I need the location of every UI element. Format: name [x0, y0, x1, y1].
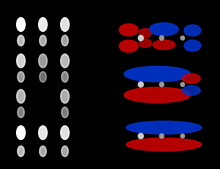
- Ellipse shape: [61, 90, 69, 103]
- Ellipse shape: [138, 134, 143, 139]
- Ellipse shape: [183, 86, 200, 95]
- Ellipse shape: [17, 90, 25, 103]
- Ellipse shape: [61, 54, 69, 68]
- Ellipse shape: [17, 54, 25, 68]
- Ellipse shape: [17, 18, 25, 31]
- Ellipse shape: [150, 23, 178, 36]
- Ellipse shape: [139, 29, 151, 37]
- Ellipse shape: [139, 39, 151, 47]
- Ellipse shape: [62, 35, 68, 46]
- Ellipse shape: [62, 146, 68, 156]
- Ellipse shape: [181, 36, 184, 40]
- Ellipse shape: [18, 72, 24, 82]
- Ellipse shape: [153, 40, 175, 50]
- Ellipse shape: [160, 82, 164, 87]
- Ellipse shape: [138, 82, 143, 87]
- Ellipse shape: [119, 24, 138, 36]
- Ellipse shape: [124, 87, 190, 103]
- Ellipse shape: [18, 146, 24, 156]
- Ellipse shape: [124, 66, 190, 82]
- Ellipse shape: [119, 40, 138, 52]
- Ellipse shape: [61, 18, 69, 31]
- Ellipse shape: [39, 126, 47, 139]
- Ellipse shape: [126, 138, 201, 151]
- Ellipse shape: [181, 83, 184, 86]
- Ellipse shape: [39, 54, 47, 68]
- Ellipse shape: [61, 126, 69, 139]
- Ellipse shape: [40, 146, 46, 156]
- Ellipse shape: [17, 126, 25, 139]
- Ellipse shape: [184, 40, 201, 51]
- Ellipse shape: [40, 72, 46, 82]
- Ellipse shape: [184, 25, 201, 36]
- Ellipse shape: [39, 18, 47, 31]
- Ellipse shape: [62, 107, 68, 118]
- Ellipse shape: [160, 134, 164, 138]
- Ellipse shape: [138, 35, 143, 41]
- Ellipse shape: [62, 72, 68, 82]
- Ellipse shape: [183, 74, 200, 83]
- Ellipse shape: [18, 35, 24, 46]
- Ellipse shape: [126, 121, 201, 134]
- Ellipse shape: [40, 35, 46, 46]
- Ellipse shape: [18, 107, 24, 118]
- Ellipse shape: [160, 36, 164, 40]
- Ellipse shape: [181, 134, 184, 138]
